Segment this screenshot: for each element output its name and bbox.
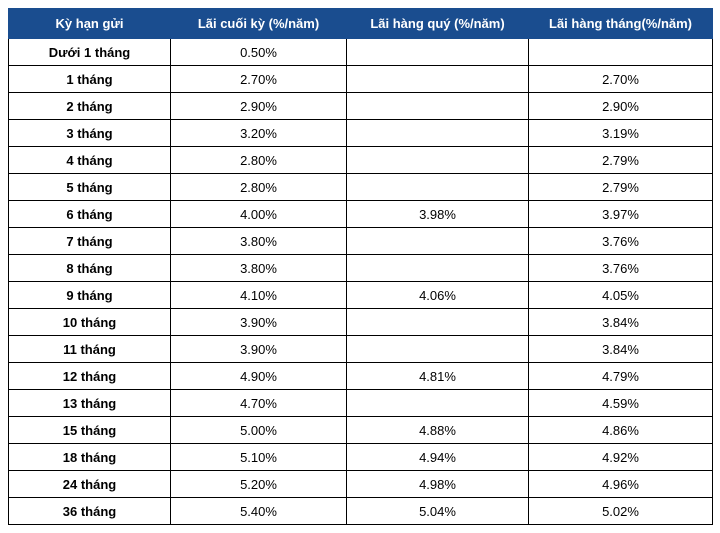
table-row: Dưới 1 tháng0.50% xyxy=(9,39,713,66)
cell-quarter: 3.98% xyxy=(347,201,529,228)
cell-end: 4.00% xyxy=(171,201,347,228)
cell-quarter: 4.98% xyxy=(347,471,529,498)
cell-quarter xyxy=(347,255,529,282)
cell-end: 2.70% xyxy=(171,66,347,93)
cell-term: 7 tháng xyxy=(9,228,171,255)
col-header-month: Lãi hàng tháng(%/năm) xyxy=(529,9,713,39)
cell-term: 24 tháng xyxy=(9,471,171,498)
col-header-term: Kỳ hạn gửi xyxy=(9,9,171,39)
cell-term: 1 tháng xyxy=(9,66,171,93)
cell-end: 2.80% xyxy=(171,147,347,174)
cell-term: 3 tháng xyxy=(9,120,171,147)
table-row: 2 tháng2.90%2.90% xyxy=(9,93,713,120)
cell-month: 4.05% xyxy=(529,282,713,309)
table-row: 5 tháng2.80% 2.79% xyxy=(9,174,713,201)
cell-term: 15 tháng xyxy=(9,417,171,444)
cell-term: 18 tháng xyxy=(9,444,171,471)
cell-end: 2.80% xyxy=(171,174,347,201)
cell-term: 10 tháng xyxy=(9,309,171,336)
table-body: Dưới 1 tháng0.50%1 tháng2.70%2.70%2 thán… xyxy=(9,39,713,525)
cell-end: 0.50% xyxy=(171,39,347,66)
cell-quarter: 4.06% xyxy=(347,282,529,309)
cell-end: 3.90% xyxy=(171,336,347,363)
cell-term: 2 tháng xyxy=(9,93,171,120)
cell-month xyxy=(529,39,713,66)
table-row: 9 tháng4.10%4.06%4.05% xyxy=(9,282,713,309)
cell-end: 3.20% xyxy=(171,120,347,147)
cell-quarter xyxy=(347,120,529,147)
cell-term: 5 tháng xyxy=(9,174,171,201)
cell-quarter: 5.04% xyxy=(347,498,529,525)
cell-term: 36 tháng xyxy=(9,498,171,525)
cell-month: 2.70% xyxy=(529,66,713,93)
cell-end: 3.80% xyxy=(171,228,347,255)
cell-quarter: 4.81% xyxy=(347,363,529,390)
cell-month: 3.19% xyxy=(529,120,713,147)
col-header-quarter: Lãi hàng quý (%/năm) xyxy=(347,9,529,39)
cell-quarter: 4.88% xyxy=(347,417,529,444)
cell-month: 4.59% xyxy=(529,390,713,417)
cell-end: 4.90% xyxy=(171,363,347,390)
cell-month: 3.84% xyxy=(529,309,713,336)
table-row: 15 tháng5.00%4.88%4.86% xyxy=(9,417,713,444)
cell-month: 3.97% xyxy=(529,201,713,228)
cell-month: 4.86% xyxy=(529,417,713,444)
cell-month: 2.79% xyxy=(529,174,713,201)
cell-quarter: 4.94% xyxy=(347,444,529,471)
cell-month: 4.96% xyxy=(529,471,713,498)
cell-month: 2.90% xyxy=(529,93,713,120)
table-row: 3 tháng3.20% 3.19% xyxy=(9,120,713,147)
table-row: 12 tháng4.90%4.81%4.79% xyxy=(9,363,713,390)
cell-quarter xyxy=(347,228,529,255)
cell-term: 12 tháng xyxy=(9,363,171,390)
cell-month: 4.79% xyxy=(529,363,713,390)
cell-term: 8 tháng xyxy=(9,255,171,282)
cell-quarter xyxy=(347,39,529,66)
cell-term: 6 tháng xyxy=(9,201,171,228)
cell-term: 11 tháng xyxy=(9,336,171,363)
cell-month: 4.92% xyxy=(529,444,713,471)
table-header-row: Kỳ hạn gửi Lãi cuối kỳ (%/năm) Lãi hàng … xyxy=(9,9,713,39)
cell-quarter xyxy=(347,66,529,93)
cell-end: 3.80% xyxy=(171,255,347,282)
cell-term: 4 tháng xyxy=(9,147,171,174)
cell-end: 4.70% xyxy=(171,390,347,417)
cell-term: Dưới 1 tháng xyxy=(9,39,171,66)
table-row: 8 tháng3.80% 3.76% xyxy=(9,255,713,282)
table-row: 13 tháng4.70% 4.59% xyxy=(9,390,713,417)
table-row: 10 tháng3.90% 3.84% xyxy=(9,309,713,336)
table-row: 6 tháng4.00%3.98%3.97% xyxy=(9,201,713,228)
cell-end: 3.90% xyxy=(171,309,347,336)
interest-rate-table: Kỳ hạn gửi Lãi cuối kỳ (%/năm) Lãi hàng … xyxy=(8,8,713,525)
cell-end: 5.40% xyxy=(171,498,347,525)
table-row: 24 tháng5.20%4.98%4.96% xyxy=(9,471,713,498)
cell-end: 5.20% xyxy=(171,471,347,498)
cell-quarter xyxy=(347,147,529,174)
cell-month: 3.84% xyxy=(529,336,713,363)
cell-month: 3.76% xyxy=(529,228,713,255)
cell-month: 2.79% xyxy=(529,147,713,174)
table-row: 36 tháng5.40%5.04%5.02% xyxy=(9,498,713,525)
table-row: 7 tháng3.80% 3.76% xyxy=(9,228,713,255)
cell-end: 2.90% xyxy=(171,93,347,120)
cell-term: 9 tháng xyxy=(9,282,171,309)
cell-month: 3.76% xyxy=(529,255,713,282)
cell-end: 5.00% xyxy=(171,417,347,444)
table-row: 1 tháng2.70%2.70% xyxy=(9,66,713,93)
cell-quarter xyxy=(347,309,529,336)
col-header-end: Lãi cuối kỳ (%/năm) xyxy=(171,9,347,39)
cell-end: 4.10% xyxy=(171,282,347,309)
cell-quarter xyxy=(347,336,529,363)
cell-month: 5.02% xyxy=(529,498,713,525)
cell-quarter xyxy=(347,174,529,201)
table-row: 4 tháng2.80% 2.79% xyxy=(9,147,713,174)
table-row: 18 tháng5.10%4.94%4.92% xyxy=(9,444,713,471)
cell-term: 13 tháng xyxy=(9,390,171,417)
table-row: 11 tháng3.90% 3.84% xyxy=(9,336,713,363)
cell-quarter xyxy=(347,390,529,417)
cell-end: 5.10% xyxy=(171,444,347,471)
cell-quarter xyxy=(347,93,529,120)
